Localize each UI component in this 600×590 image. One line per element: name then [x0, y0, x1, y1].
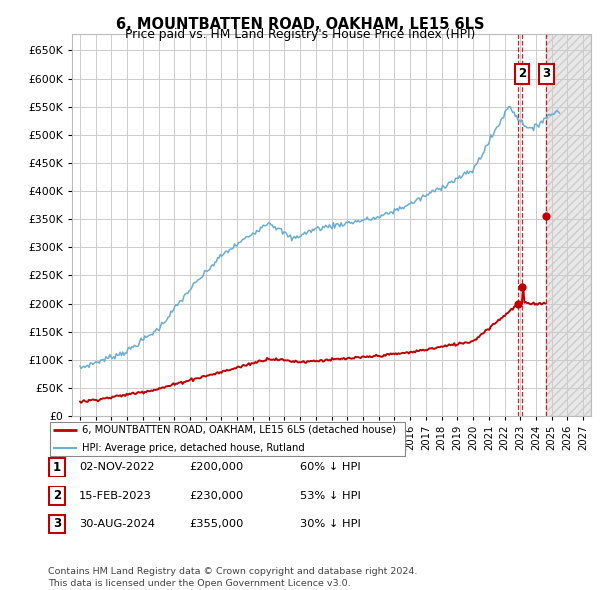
Text: 2: 2 — [53, 489, 61, 502]
Text: 15-FEB-2023: 15-FEB-2023 — [79, 491, 152, 500]
Text: 6, MOUNTBATTEN ROAD, OAKHAM, LE15 6LS (detached house): 6, MOUNTBATTEN ROAD, OAKHAM, LE15 6LS (d… — [82, 425, 396, 435]
Text: £355,000: £355,000 — [189, 519, 244, 529]
Point — [542, 212, 551, 221]
Bar — [547, 34, 591, 416]
FancyBboxPatch shape — [49, 458, 65, 477]
Text: Contains HM Land Registry data © Crown copyright and database right 2024.
This d: Contains HM Land Registry data © Crown c… — [48, 568, 418, 588]
Bar — [547, 34, 591, 416]
FancyBboxPatch shape — [49, 486, 65, 505]
Text: 3: 3 — [542, 67, 550, 80]
Text: £200,000: £200,000 — [189, 463, 243, 472]
Text: 1: 1 — [53, 461, 61, 474]
Text: 30-AUG-2024: 30-AUG-2024 — [79, 519, 155, 529]
Text: 53% ↓ HPI: 53% ↓ HPI — [300, 491, 361, 500]
Text: 3: 3 — [53, 517, 61, 530]
Text: Price paid vs. HM Land Registry's House Price Index (HPI): Price paid vs. HM Land Registry's House … — [125, 28, 475, 41]
Text: 6, MOUNTBATTEN ROAD, OAKHAM, LE15 6LS: 6, MOUNTBATTEN ROAD, OAKHAM, LE15 6LS — [116, 17, 484, 31]
Text: 02-NOV-2022: 02-NOV-2022 — [79, 463, 155, 472]
FancyBboxPatch shape — [49, 514, 65, 533]
Point — [513, 299, 523, 308]
Text: 2: 2 — [518, 67, 526, 80]
Text: 30% ↓ HPI: 30% ↓ HPI — [300, 519, 361, 529]
Text: HPI: Average price, detached house, Rutland: HPI: Average price, detached house, Rutl… — [82, 443, 305, 453]
Text: 60% ↓ HPI: 60% ↓ HPI — [300, 463, 361, 472]
Point — [517, 282, 527, 291]
Text: £230,000: £230,000 — [189, 491, 243, 500]
FancyBboxPatch shape — [50, 422, 406, 456]
